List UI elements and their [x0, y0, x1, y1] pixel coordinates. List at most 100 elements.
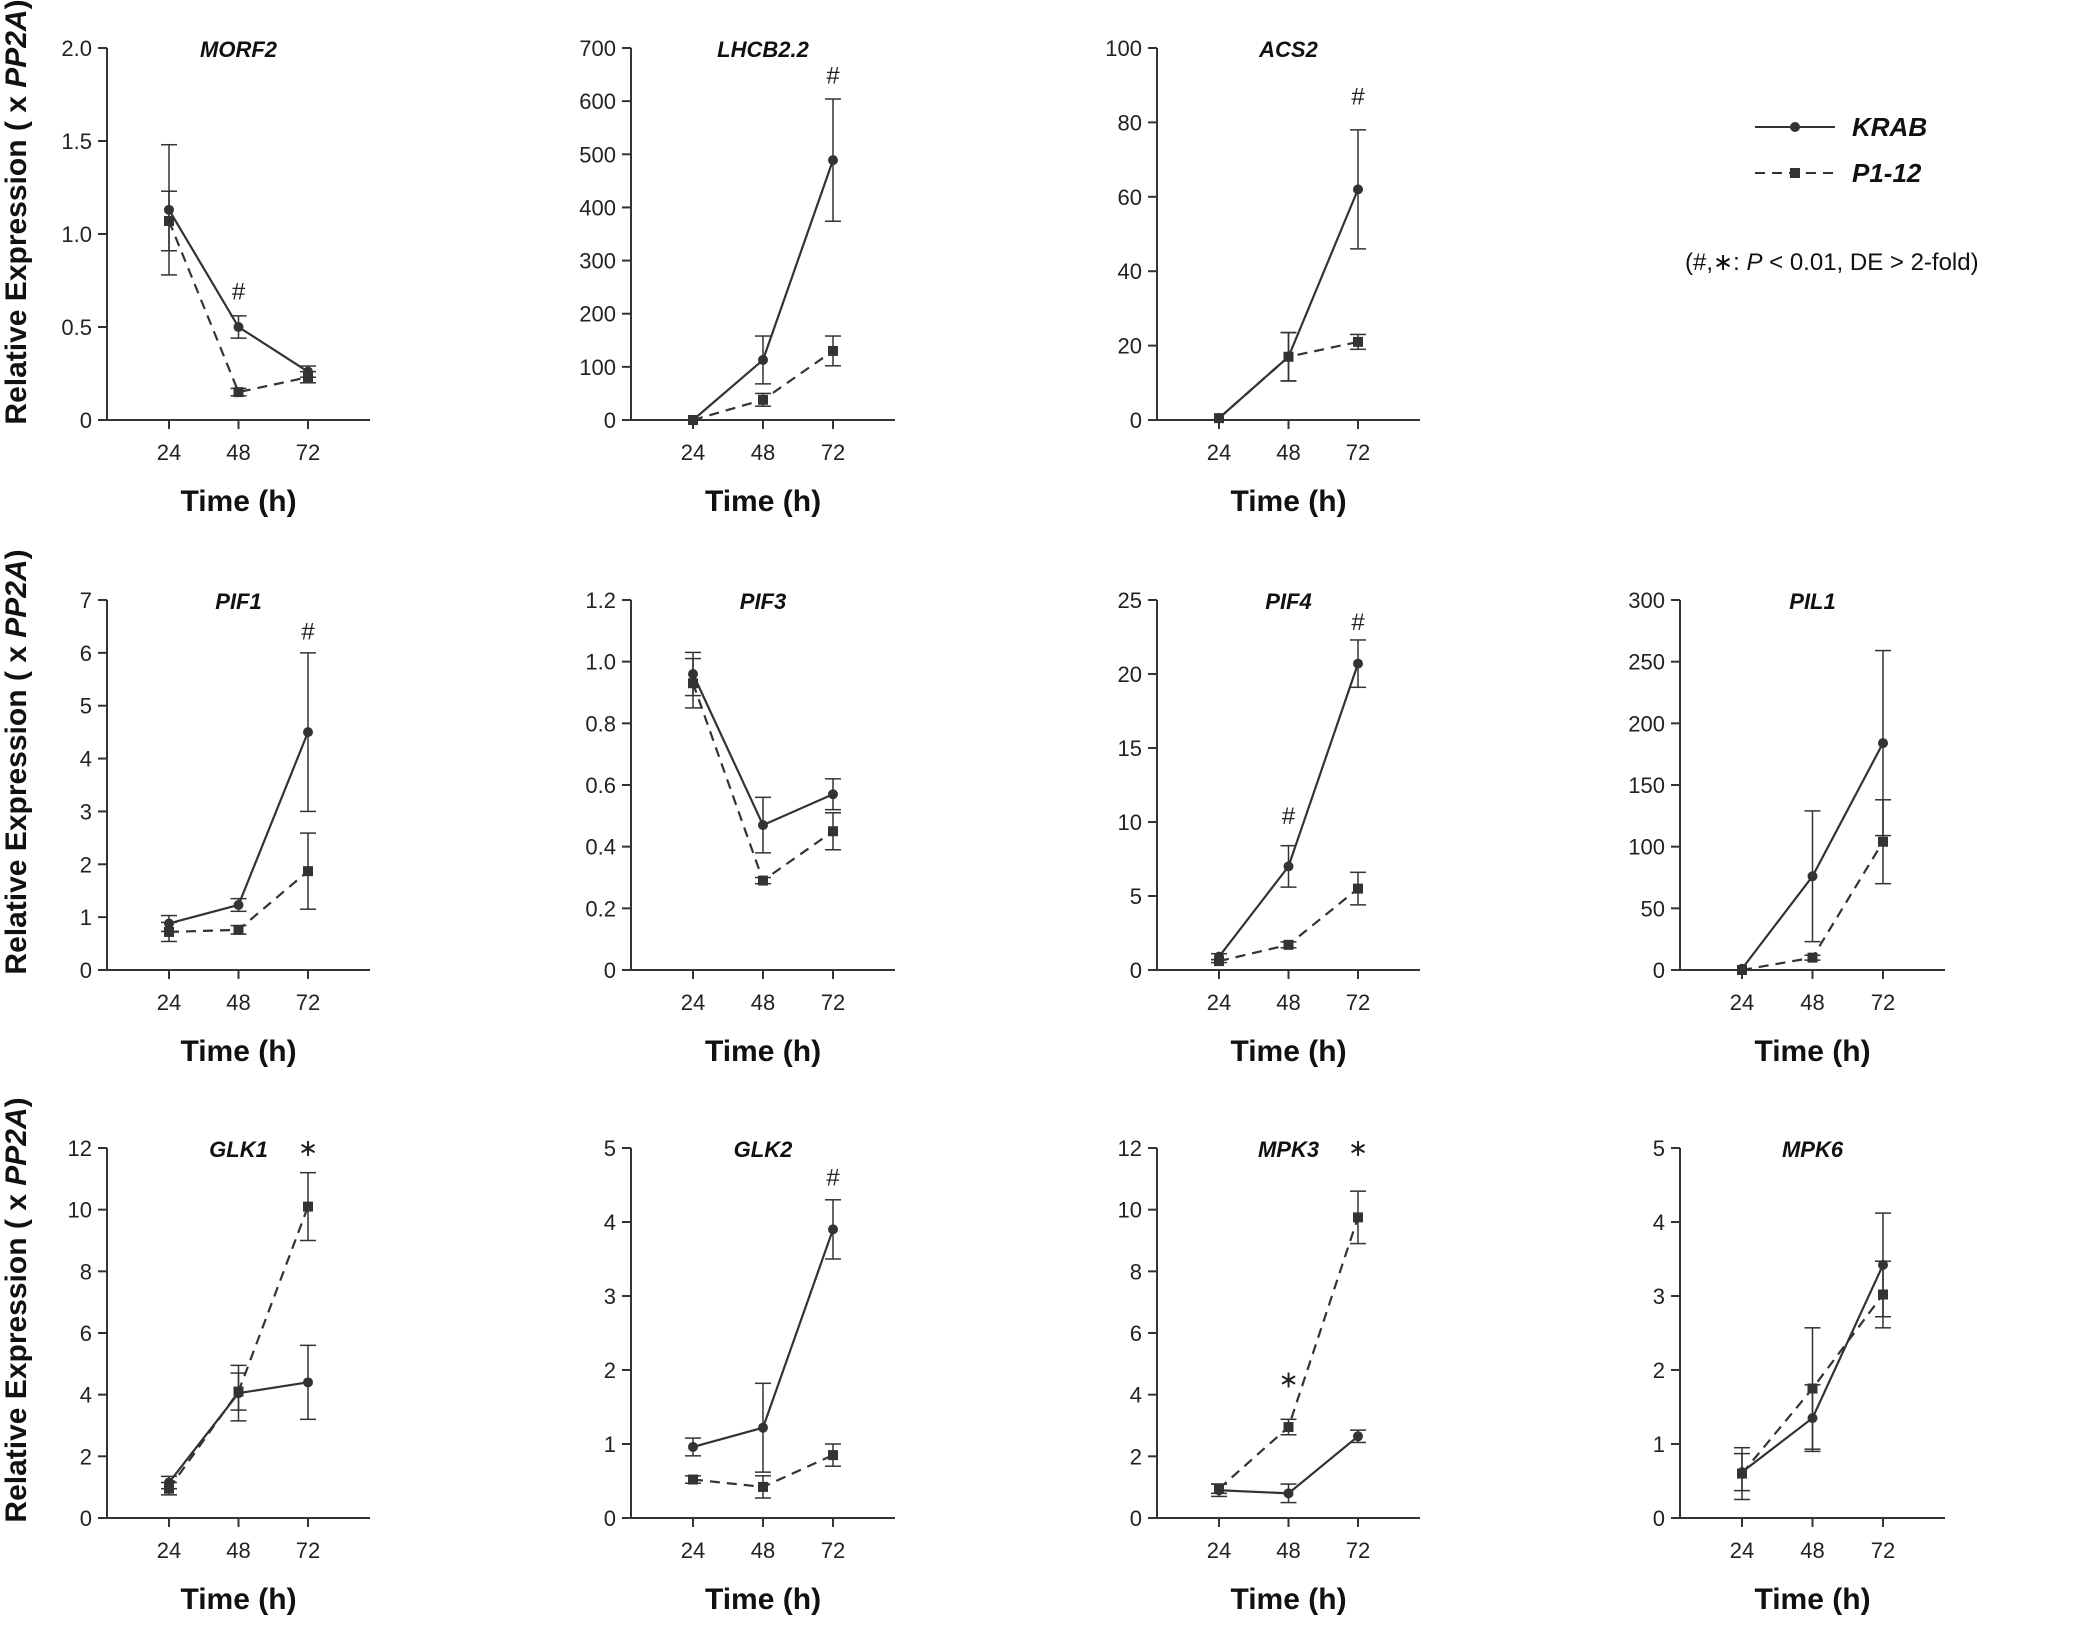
y-tick-label: 2 [604, 1358, 616, 1383]
x-tick-label: 72 [1346, 1538, 1370, 1563]
data-point-p1-12 [303, 866, 313, 877]
x-tick-label: 72 [296, 440, 320, 465]
y-tick-label: 4 [80, 747, 92, 772]
legend: KRAB P1-12 (#,∗: P < 0.01, DE > 2-fold) [1685, 112, 1979, 276]
x-axis-label: Time (h) [705, 1583, 821, 1616]
y-tick-label: 300 [579, 249, 616, 274]
x-tick-label: 72 [1871, 1538, 1895, 1563]
legend-marker-krab [1790, 122, 1800, 132]
y-tick-label: 0 [1130, 408, 1142, 433]
y-tick-label: 0 [604, 408, 616, 433]
data-point-p1-12 [164, 1483, 174, 1494]
data-point-p1-12 [688, 1474, 698, 1485]
y-tick-label: 400 [579, 195, 616, 220]
y-tick-label: 1.0 [585, 650, 616, 675]
x-tick-label: 48 [1276, 1538, 1300, 1563]
series-p1-12 [685, 657, 841, 886]
y-tick-label: 0.8 [585, 711, 616, 736]
y-tick-label: 0 [1130, 1506, 1142, 1531]
y-tick-label: 40 [1118, 259, 1142, 284]
series-p1-12 [161, 190, 316, 398]
y-tick-label: 6 [1130, 1321, 1142, 1346]
data-point-p1-12 [303, 372, 313, 383]
x-tick-label: 72 [296, 990, 320, 1015]
x-tick-label: 48 [751, 440, 775, 465]
y-tick-label: 4 [1653, 1210, 1665, 1235]
significance-marker: # [301, 619, 315, 646]
y-tick-label: 700 [579, 36, 616, 61]
y-tick-label: 4 [80, 1383, 92, 1408]
significance-marker: # [1282, 803, 1296, 830]
x-tick-label: 48 [226, 1538, 250, 1563]
y-tick-label: 12 [1118, 1136, 1142, 1161]
data-point-p1-12 [1353, 336, 1363, 347]
y-tick-label: 0.4 [585, 835, 616, 860]
series-p1-12 [1211, 1190, 1366, 1495]
data-point-krab [1878, 738, 1888, 749]
x-tick-label: 24 [681, 1538, 705, 1563]
y-tick-label: 15 [1118, 736, 1142, 761]
data-point-krab [303, 1377, 313, 1388]
y-tick-label: 2 [80, 1444, 92, 1469]
x-axis-label: Time (h) [180, 1583, 296, 1616]
significance-note: (#,∗: P < 0.01, DE > 2-fold) [1685, 249, 1979, 276]
y-tick-label: 1 [80, 905, 92, 930]
data-point-krab [1353, 658, 1363, 669]
data-point-p1-12 [1807, 952, 1818, 963]
series-krab [1211, 1429, 1366, 1504]
data-point-krab [1807, 871, 1818, 882]
x-tick-label: 48 [751, 1538, 775, 1563]
x-axis-label: Time (h) [180, 1035, 296, 1068]
y-tick-label: 0 [1130, 958, 1142, 983]
data-point-krab [1283, 1488, 1294, 1499]
x-tick-label: 72 [821, 440, 845, 465]
data-point-p1-12 [1214, 956, 1224, 967]
x-tick-label: 72 [821, 1538, 845, 1563]
panel-title: MPK6 [1782, 1137, 1844, 1162]
panel-acs2: 0 20 40 60 80 100 24 48 72 ACS2 Time (h) # [1105, 36, 1420, 518]
data-point-krab [758, 354, 768, 365]
y-tick-label: 10 [1118, 1198, 1142, 1223]
panel-lhcb2-2: 0 100 200 300 400 500 600 700 24 48 72 LHCB2.2 Time … [579, 36, 895, 518]
series-line-p1-12 [168, 1206, 310, 1490]
x-tick-label: 24 [681, 990, 705, 1015]
data-point-krab [1353, 184, 1363, 195]
panel-title: MORF2 [200, 37, 278, 62]
significance-marker: ∗ [1348, 1135, 1368, 1162]
panel-pil1: 0 50 100 150 200 250 300 24 48 72 PIL1 Time (h) [1628, 588, 1945, 1068]
x-tick-label: 24 [157, 990, 181, 1015]
y-tick-label: 1.0 [61, 222, 92, 247]
y-tick-label: 3 [1653, 1284, 1665, 1309]
data-point-p1-12 [1807, 1383, 1818, 1394]
y-tick-label: 20 [1118, 334, 1142, 359]
y-tick-label: 0 [80, 1506, 92, 1531]
data-point-krab [758, 820, 768, 831]
panel-pif4: 0 5 10 15 20 25 24 48 72 PIF4 Time (h) # # [1118, 588, 1420, 1068]
y-tick-label: 10 [68, 1198, 92, 1223]
significance-marker: # [232, 279, 246, 306]
x-tick-label: 72 [1346, 990, 1370, 1015]
data-point-p1-12 [233, 1386, 244, 1397]
series-p1-12 [1214, 331, 1366, 424]
y-tick-label: 6 [80, 641, 92, 666]
y-tick-label: 0.5 [61, 315, 92, 340]
data-point-p1-12 [1283, 351, 1294, 362]
data-point-krab [828, 155, 838, 166]
data-point-krab [688, 1441, 698, 1452]
y-tick-label: 1.5 [61, 129, 92, 154]
y-tick-label: 2 [1130, 1444, 1142, 1469]
series-line-krab [168, 731, 310, 925]
data-point-krab [233, 899, 244, 910]
y-tick-label: 60 [1118, 185, 1142, 210]
y-tick-label: 200 [579, 302, 616, 327]
series-p1-12 [1734, 1260, 1891, 1501]
panel-title: LHCB2.2 [717, 37, 809, 62]
y-tick-label: 1 [604, 1432, 616, 1457]
data-point-p1-12 [233, 924, 244, 935]
y-tick-label: 12 [68, 1136, 92, 1161]
x-axis-label: Time (h) [1230, 1035, 1346, 1068]
y-tick-label: 5 [1130, 884, 1142, 909]
significance-marker: # [1351, 83, 1365, 110]
